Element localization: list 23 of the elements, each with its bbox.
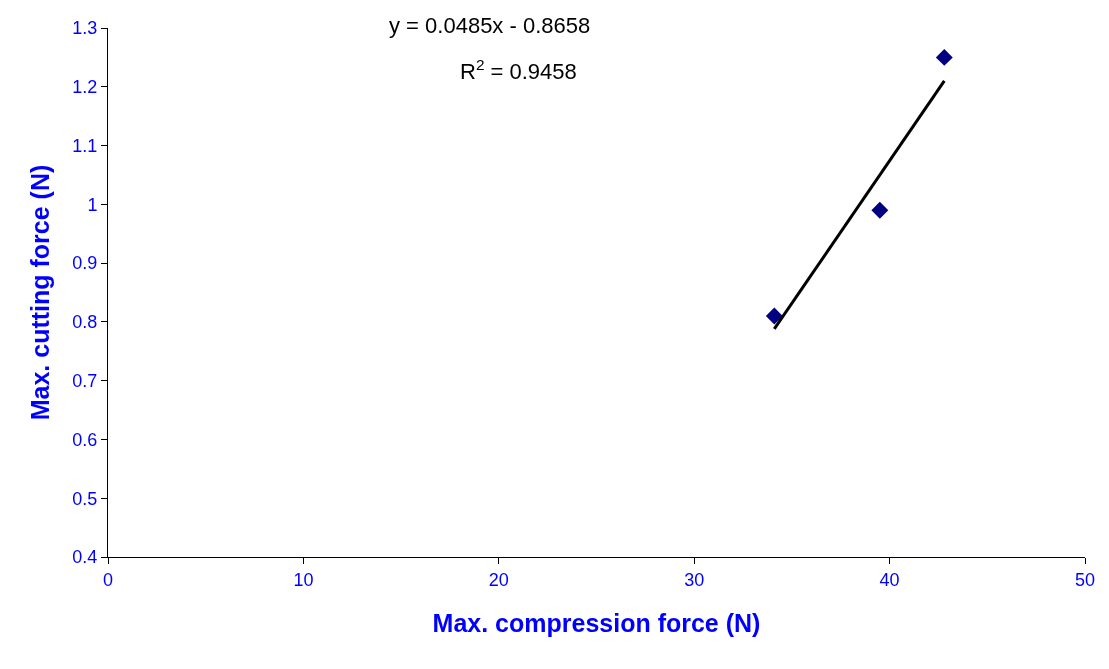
y-axis-title: Max. cutting force (N) — [26, 164, 55, 421]
y-tick-label: 0.5 — [72, 488, 98, 509]
y-tick-label: 0.6 — [72, 429, 98, 450]
y-tick-label: 1 — [87, 194, 98, 215]
x-axis-title: Max. compression force (N) — [432, 608, 761, 637]
y-tick-label: 0.9 — [72, 253, 98, 274]
x-tick-label: 40 — [879, 569, 900, 590]
x-tick-label: 30 — [684, 569, 705, 590]
point — [871, 201, 889, 219]
y-tick-label: 0.7 — [72, 370, 98, 391]
y-tick-label: 1.2 — [72, 77, 98, 98]
y-tick-label: 1.1 — [72, 135, 98, 156]
y-tick-label: 0.8 — [72, 312, 98, 333]
annotation: y = 0.0485x - 0.8658 — [389, 13, 591, 38]
y-tick-label: 0.4 — [72, 547, 98, 568]
point — [935, 48, 953, 66]
x-tick-label: 20 — [488, 569, 509, 590]
y-tick-label: 1.3 — [72, 18, 98, 39]
x-tick-label: 10 — [293, 569, 314, 590]
x-tick-label: 0 — [102, 569, 114, 590]
point — [765, 307, 783, 325]
annotation: R$^{2}$ = 0.9458 — [460, 56, 577, 85]
x-tick-label: 50 — [1074, 569, 1096, 590]
